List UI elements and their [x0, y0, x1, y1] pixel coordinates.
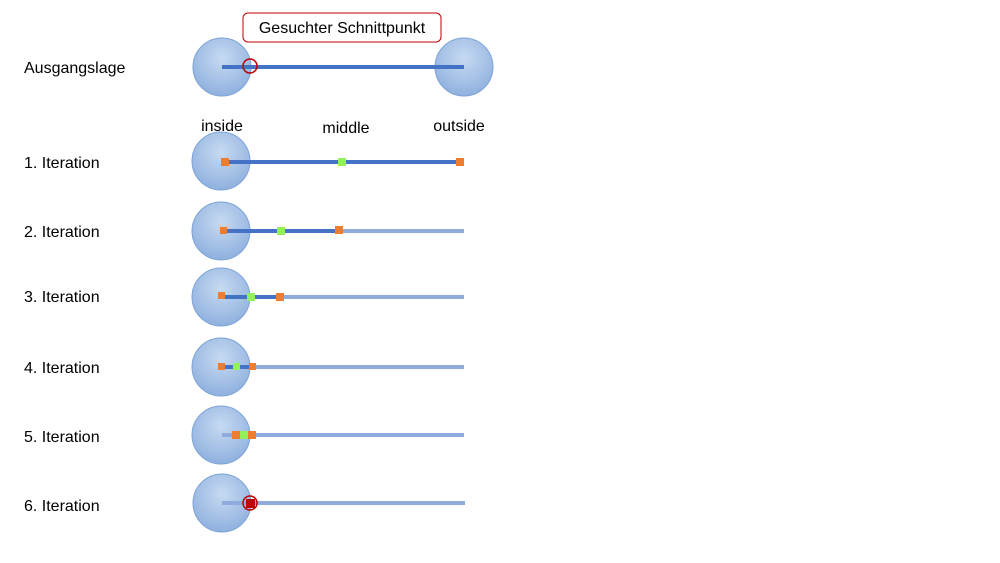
outside-marker: [276, 293, 284, 301]
column-label-outside: outside: [433, 118, 485, 135]
row-label-iteration-5: 5. Iteration: [24, 429, 100, 446]
row-label-iteration-6: 6. Iteration: [24, 498, 100, 515]
inside-marker: [232, 431, 240, 439]
outside-marker: [456, 158, 464, 166]
row-label-iteration-3: 3. Iteration: [24, 289, 100, 306]
row-label-iteration-2: 2. Iteration: [24, 224, 100, 241]
callout-label: Gesuchter Schnittpunkt: [259, 20, 426, 37]
row-iteration-5: [192, 406, 464, 464]
row-iteration-3: [192, 268, 464, 326]
row-label-iteration-4: 4. Iteration: [24, 360, 100, 377]
row-iteration-6: [193, 474, 465, 532]
inside-marker: [218, 363, 225, 370]
column-label-middle: middle: [322, 120, 369, 137]
inside-marker: [221, 158, 229, 166]
middle-marker: [240, 431, 248, 439]
inside-marker: [218, 292, 225, 299]
outside-marker: [248, 431, 256, 439]
callout: Gesuchter Schnittpunkt: [243, 13, 441, 42]
row-label-iteration-1: 1. Iteration: [24, 155, 100, 172]
row-iteration-4: [192, 338, 464, 396]
row-iteration-2: [192, 202, 464, 260]
inside-marker: [220, 227, 227, 234]
middle-marker: [233, 363, 240, 370]
outside-marker: [335, 226, 343, 234]
row-ausgangslage: [193, 38, 493, 96]
row-label-ausgangslage: Ausgangslage: [24, 60, 126, 77]
result-marker: [246, 499, 255, 508]
row-iteration-1: [192, 132, 464, 190]
outside-marker: [249, 363, 256, 370]
middle-marker: [247, 293, 255, 301]
middle-marker: [277, 227, 285, 235]
middle-marker: [338, 158, 346, 166]
